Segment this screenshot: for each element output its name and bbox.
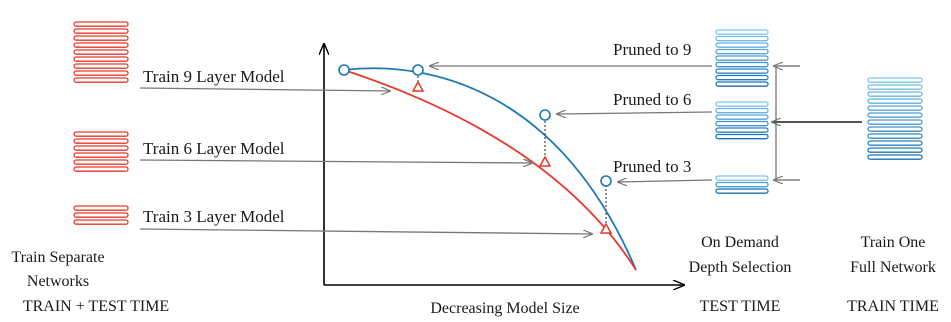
pruned-accuracy-curve [343,67,637,271]
pruned-9-layer [715,29,769,35]
pruned-9-layer [715,74,769,81]
full-network-layer [867,84,923,90]
full-network-layer [867,91,923,97]
separate-6-layer [73,131,129,137]
pruned-9-layer [715,68,769,74]
full-network-point [338,64,350,76]
separate-9-layer [73,28,129,34]
pruned-3-layer [715,181,769,188]
pruned-9-layer [715,35,769,42]
full-network-layer [867,133,923,139]
pruned-6-layer [715,133,769,140]
separate-6-layer [73,166,129,172]
full-network-layer [867,147,923,153]
separate-9-layer [73,70,129,76]
demand-caption-line1: On Demand [701,234,779,251]
separate-accuracy-curve [343,69,637,271]
separate-6-layer [73,145,129,151]
pruned-9-point [412,64,424,76]
label-train-6: Train 6 Layer Model [143,139,285,158]
separate-9-layer [73,21,129,27]
separate-9-layer [73,77,129,83]
pruned-3-layer [715,175,769,181]
separate-9-layer [73,56,129,62]
full-network-layer [867,98,923,104]
pruned-9-layer [715,48,769,55]
separate-6-point [538,155,552,167]
demand-caption-line2: Depth Selection [689,259,792,276]
label-train-3: Train 3 Layer Model [143,207,285,226]
pruned-network-stacks [715,29,769,194]
separate-9-layer [73,42,129,48]
full-network-layer [867,77,923,83]
separate-3-point [599,222,613,234]
label-pruned-6: Pruned to 6 [613,90,691,109]
full-network-stack [867,77,923,160]
separate-6-layer [73,152,129,158]
arrow-train-3 [139,228,592,234]
full-caption-line3: TRAIN TIME [847,298,939,315]
pruned-6-layer [715,120,769,127]
separate-9-layer [73,49,129,55]
separate-3-layer [73,219,129,225]
demand-caption-line3: TEST TIME [700,298,781,315]
arrow-pruned-6 [557,112,713,114]
x-axis-label: Decreasing Model Size [430,300,579,317]
pruned-6-point [539,109,551,121]
separate-caption-line1: Train Separate [11,249,104,266]
separate-9-layer [73,35,129,41]
separate-6-layer [73,138,129,144]
pruned-3-point [600,175,612,187]
arrow-pruned-3 [618,180,713,182]
pruned-9-layer [715,81,769,87]
pruned-9-layer [715,61,769,68]
full-network-layer [867,112,923,118]
pruned-3-layer [715,188,769,194]
arrow-train-6 [139,160,532,163]
label-train-9: Train 9 Layer Model [143,67,285,86]
pruned-9-layer [715,55,769,61]
separate-3-layer [73,205,129,211]
full-network-layer [867,126,923,132]
full-network-layer [867,154,923,160]
arrow-train-9 [139,88,390,91]
pruned-9-layer [715,42,769,48]
pruned-6-layer [715,127,769,133]
full-caption-line2: Full Network [850,259,936,276]
separate-9-layer [73,63,129,69]
separate-6-layer [73,159,129,165]
separate-caption-line2: Networks [27,273,89,290]
separate-network-stacks [73,21,129,225]
full-caption-line1: Train One [861,234,926,251]
pruned-6-layer [715,107,769,114]
full-network-layer [867,140,923,146]
full-network-layer [867,119,923,125]
separate-9-point [411,80,425,92]
separate-3-layer [73,212,129,218]
label-pruned-3: Pruned to 3 [613,157,691,176]
pruned-6-layer [715,114,769,120]
separate-caption-line3: TRAIN + TEST TIME [23,298,169,315]
full-network-layer [867,105,923,111]
label-pruned-9: Pruned to 9 [613,40,691,59]
pruned-6-layer [715,101,769,107]
